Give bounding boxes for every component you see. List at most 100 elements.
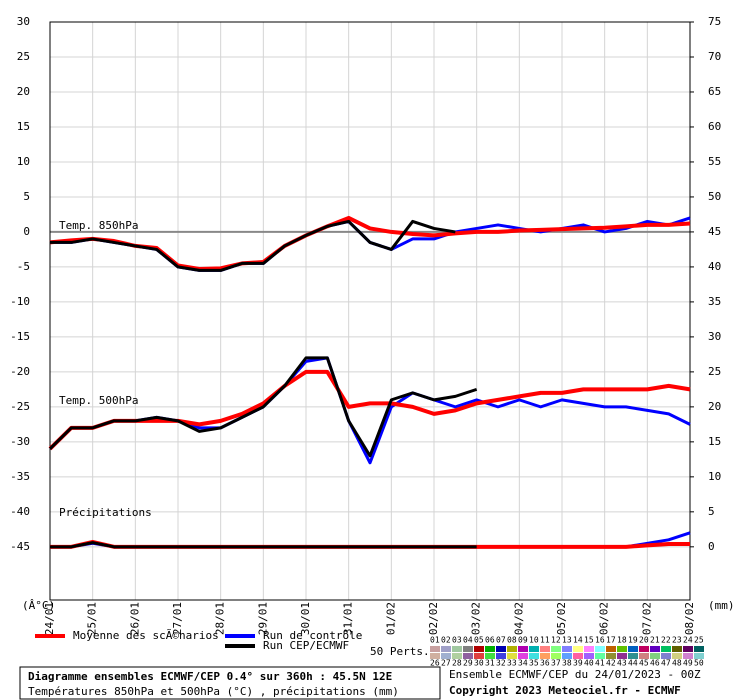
- member-label: 01: [430, 636, 440, 645]
- series-line: [48, 369, 691, 451]
- member-swatch: [452, 653, 462, 659]
- member-swatch: [584, 646, 594, 652]
- member-swatch: [562, 646, 572, 652]
- member-swatch: [639, 653, 649, 659]
- perts-label: 50 Perts.: [370, 645, 430, 658]
- y-tick-label: -45: [10, 540, 30, 553]
- member-label: 41: [595, 659, 605, 668]
- member-label: 08: [507, 636, 517, 645]
- member-swatch: [694, 646, 704, 652]
- member-label: 24: [683, 636, 693, 645]
- member-swatch: [518, 646, 528, 652]
- member-swatch: [496, 646, 506, 652]
- grid: [49, 21, 691, 600]
- y2-tick-label: 50: [708, 190, 721, 203]
- member-label: 48: [672, 659, 682, 668]
- copyright: Copyright 2023 Meteociel.fr - ECMWF: [449, 684, 681, 697]
- member-swatch: [606, 653, 616, 659]
- member-swatch: [628, 653, 638, 659]
- y-tick-label: 0: [23, 225, 30, 238]
- member-swatch: [507, 646, 517, 652]
- member-label: 29: [463, 659, 473, 668]
- member-swatch: [617, 646, 627, 652]
- y-tick-label: -20: [10, 365, 30, 378]
- y-tick-label: -5: [17, 260, 30, 273]
- member-label: 40: [584, 659, 594, 668]
- member-swatch: [463, 646, 473, 652]
- member-label: 12: [551, 636, 561, 645]
- member-swatch: [496, 653, 506, 659]
- y2-axis-label: (mm): [708, 599, 735, 612]
- x-tick-label: 26/01: [128, 602, 141, 635]
- member-swatch: [595, 653, 605, 659]
- member-swatch: [463, 653, 473, 659]
- member-label: 09: [518, 636, 528, 645]
- footer-box: [19, 666, 441, 700]
- member-swatch: [573, 653, 583, 659]
- series-line: [50, 216, 691, 272]
- member-swatch: [430, 646, 440, 652]
- member-swatch: [595, 646, 605, 652]
- member-swatch: [474, 653, 484, 659]
- y-axis-label: (Â°C): [22, 599, 55, 612]
- x-tick-label: 01/02: [384, 602, 397, 635]
- x-tick-label: 04/02: [512, 602, 525, 635]
- member-swatch: [441, 653, 451, 659]
- member-label: 46: [650, 659, 660, 668]
- member-label: 15: [584, 636, 594, 645]
- y-tick-label: 10: [17, 155, 30, 168]
- legend-label: Run de contrôle: [263, 629, 362, 642]
- y-tick-label: 20: [17, 85, 30, 98]
- y-tick-label: -15: [10, 330, 30, 343]
- y-tick-label: 5: [23, 190, 30, 203]
- member-label: 17: [606, 636, 616, 645]
- member-label: 36: [540, 659, 550, 668]
- member-swatch: [584, 653, 594, 659]
- member-swatch: [694, 653, 704, 659]
- y2-tick-label: 35: [708, 295, 721, 308]
- member-label: 16: [595, 636, 605, 645]
- member-label: 14: [573, 636, 583, 645]
- series-line: [48, 356, 478, 458]
- y-tick-label: 25: [17, 50, 30, 63]
- member-label: 35: [529, 659, 539, 668]
- member-swatch: [573, 646, 583, 652]
- x-tick-label: 28/01: [214, 602, 227, 635]
- y-tick-label: 30: [17, 15, 30, 28]
- y-tick-label: -40: [10, 505, 30, 518]
- member-swatch: [650, 646, 660, 652]
- y2-tick-label: 20: [708, 400, 721, 413]
- x-tick-label: 25/01: [86, 602, 99, 635]
- legend-label: Run CEP/ECMWF: [263, 639, 349, 652]
- member-label: 26: [430, 659, 440, 668]
- member-label: 32: [496, 659, 506, 668]
- x-tick-label: 27/01: [171, 602, 184, 635]
- x-tick-label: 30/01: [299, 602, 312, 635]
- member-label: 28: [452, 659, 462, 668]
- y2-tick-label: 15: [708, 435, 721, 448]
- y2-tick-label: 55: [708, 155, 721, 168]
- member-label: 49: [683, 659, 693, 668]
- member-label: 13: [562, 636, 572, 645]
- x-tick-label: 08/02: [683, 602, 696, 635]
- member-label: 31: [485, 659, 495, 668]
- member-label: 45: [639, 659, 649, 668]
- series-line: [50, 219, 456, 272]
- y-tick-label: -30: [10, 435, 30, 448]
- y-tick-label: -10: [10, 295, 30, 308]
- member-label: 37: [551, 659, 561, 668]
- member-swatch: [606, 646, 616, 652]
- member-label: 20: [639, 636, 649, 645]
- member-label: 05: [474, 636, 484, 645]
- x-tick-label: 05/02: [555, 602, 568, 635]
- annotation: Temp. 850hPa: [59, 219, 138, 232]
- member-label: 30: [474, 659, 484, 668]
- member-swatch: [661, 646, 671, 652]
- y2-tick-label: 70: [708, 50, 721, 63]
- legend-label: Moyenne des scÃ©narios: [73, 629, 219, 642]
- member-swatch: [683, 653, 693, 659]
- member-swatch: [672, 646, 682, 652]
- member-label: 47: [661, 659, 671, 668]
- member-label: 07: [496, 636, 506, 645]
- y2-tick-label: 75: [708, 15, 721, 28]
